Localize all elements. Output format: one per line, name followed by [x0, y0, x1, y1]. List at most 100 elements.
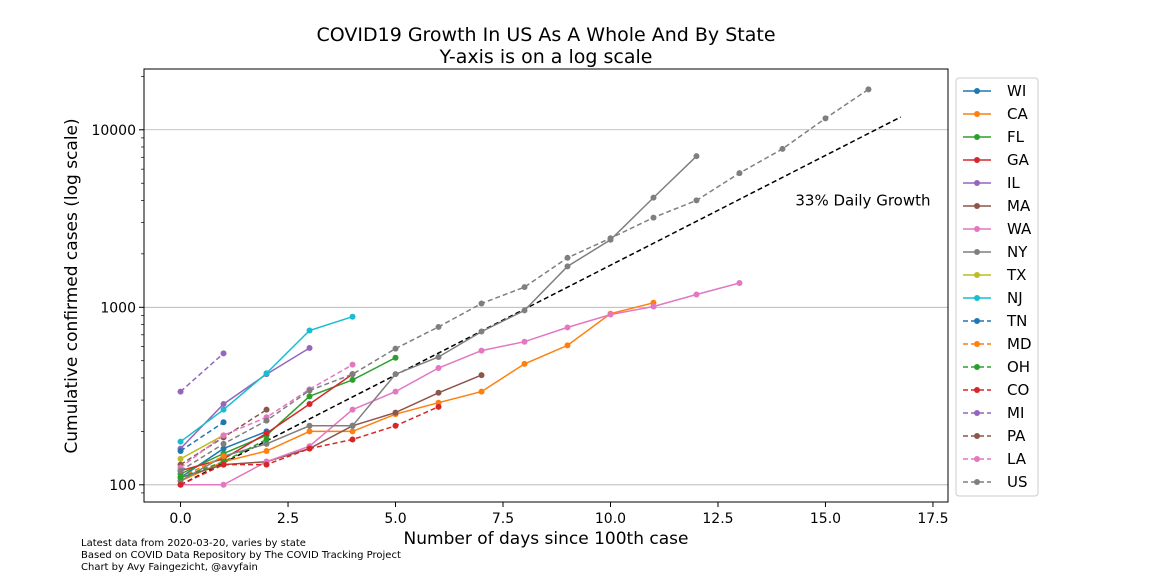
data-point-fl — [392, 354, 399, 361]
series-line-ma — [180, 374, 482, 479]
data-point-us — [521, 284, 528, 291]
legend-label: TX — [1006, 266, 1026, 284]
data-point-fl — [306, 393, 313, 400]
data-point-us — [607, 235, 614, 242]
data-point-nj — [177, 438, 184, 445]
series-mi — [177, 350, 227, 395]
series-oh — [177, 436, 270, 481]
legend-label: WA — [1007, 220, 1032, 238]
data-point-wi — [220, 445, 227, 452]
grid — [144, 129, 948, 486]
data-point-us — [220, 440, 227, 447]
data-point-wa — [435, 364, 442, 371]
legend-marker — [974, 272, 980, 278]
data-point-us — [693, 197, 700, 204]
reference-line-33pct — [180, 116, 902, 486]
legend-entry-ga: GA — [963, 151, 1030, 169]
legend-entry-ca: CA — [963, 105, 1028, 123]
legend-label: IL — [1007, 174, 1020, 192]
data-point-us — [349, 371, 356, 378]
data-point-us — [736, 170, 743, 177]
data-point-ca — [349, 428, 356, 435]
data-point-ca — [521, 360, 528, 367]
data-point-nj — [306, 327, 313, 334]
x-tick-label: 7.5 — [492, 511, 514, 527]
legend-entry-tx: TX — [963, 266, 1026, 284]
data-point-pa — [263, 406, 270, 413]
data-point-ca — [564, 342, 571, 349]
data-point-ny — [306, 422, 313, 429]
data-point-wa — [220, 481, 227, 488]
legend-label: NY — [1007, 243, 1028, 261]
data-point-us — [779, 145, 786, 152]
series-co — [177, 403, 442, 488]
legend-marker — [974, 341, 980, 347]
legend-label: FL — [1007, 128, 1025, 146]
series-us — [177, 86, 872, 474]
legend-entry-oh: OH — [963, 358, 1030, 376]
x-axis-label: Number of days since 100th case — [404, 529, 689, 549]
plot-area-frame — [143, 68, 949, 503]
legend-entry-wi: WI — [963, 82, 1026, 100]
data-point-ma — [435, 389, 442, 396]
data-point-wa — [650, 303, 657, 310]
data-point-co — [435, 403, 442, 410]
legend-entry-mi: MI — [963, 404, 1024, 422]
x-tick-label: 17.5 — [917, 511, 948, 527]
legend-marker — [974, 111, 980, 117]
data-point-fl — [349, 376, 356, 383]
series-ny — [177, 153, 700, 485]
data-point-oh — [263, 436, 270, 443]
data-point-nj — [263, 370, 270, 377]
data-point-ny — [349, 422, 356, 429]
series-ca — [177, 299, 657, 485]
data-point-wa — [392, 388, 399, 395]
legend-entry-tn: TN — [963, 312, 1027, 330]
data-point-ma — [392, 409, 399, 416]
reference-line — [180, 116, 902, 486]
x-tick-label: 2.5 — [277, 511, 299, 527]
data-point-ma — [478, 372, 485, 379]
chart-title: COVID19 Growth In US As A Whole And By S… — [316, 24, 775, 46]
data-point-md — [220, 453, 227, 460]
legend-marker — [974, 456, 980, 462]
footnote-data-source: Based on COVID Data Repository by The CO… — [81, 550, 401, 561]
x-tick-label: 12.5 — [702, 511, 733, 527]
legend-marker — [974, 226, 980, 232]
legend-label: CO — [1007, 381, 1029, 399]
data-point-ny — [392, 371, 399, 378]
y-axis-ticks: 100 1000 10000 — [91, 75, 144, 494]
legend-entry-md: MD — [963, 335, 1032, 353]
data-point-us — [306, 387, 313, 394]
data-point-ga — [306, 401, 313, 408]
series-line-us — [180, 88, 869, 472]
data-point-wa — [478, 347, 485, 354]
data-point-us — [263, 417, 270, 424]
data-point-co — [220, 461, 227, 468]
series-lines — [177, 86, 872, 488]
data-point-tn — [220, 419, 227, 426]
legend-label: US — [1007, 473, 1028, 491]
data-point-ny — [564, 263, 571, 270]
data-point-wa — [607, 311, 614, 318]
legend-label: NJ — [1007, 289, 1023, 307]
legend-marker — [974, 249, 980, 255]
data-point-oh — [177, 474, 184, 481]
data-point-tn — [177, 448, 184, 455]
legend-entry-fl: FL — [963, 128, 1025, 146]
legend-marker — [974, 433, 980, 439]
data-point-wa — [349, 406, 356, 413]
legend-entry-ma: MA — [963, 197, 1031, 215]
legend-entry-la: LA — [963, 450, 1027, 468]
data-point-la — [220, 432, 227, 439]
data-point-nj — [349, 313, 356, 320]
legend-label: OH — [1007, 358, 1030, 376]
data-point-nj — [220, 406, 227, 413]
data-point-ny — [435, 353, 442, 360]
series-line-fl — [180, 357, 396, 475]
data-point-tx — [177, 455, 184, 462]
series-line-ny — [180, 155, 698, 482]
data-point-la — [349, 361, 356, 368]
legend-marker — [974, 134, 980, 140]
data-point-il — [306, 344, 313, 351]
